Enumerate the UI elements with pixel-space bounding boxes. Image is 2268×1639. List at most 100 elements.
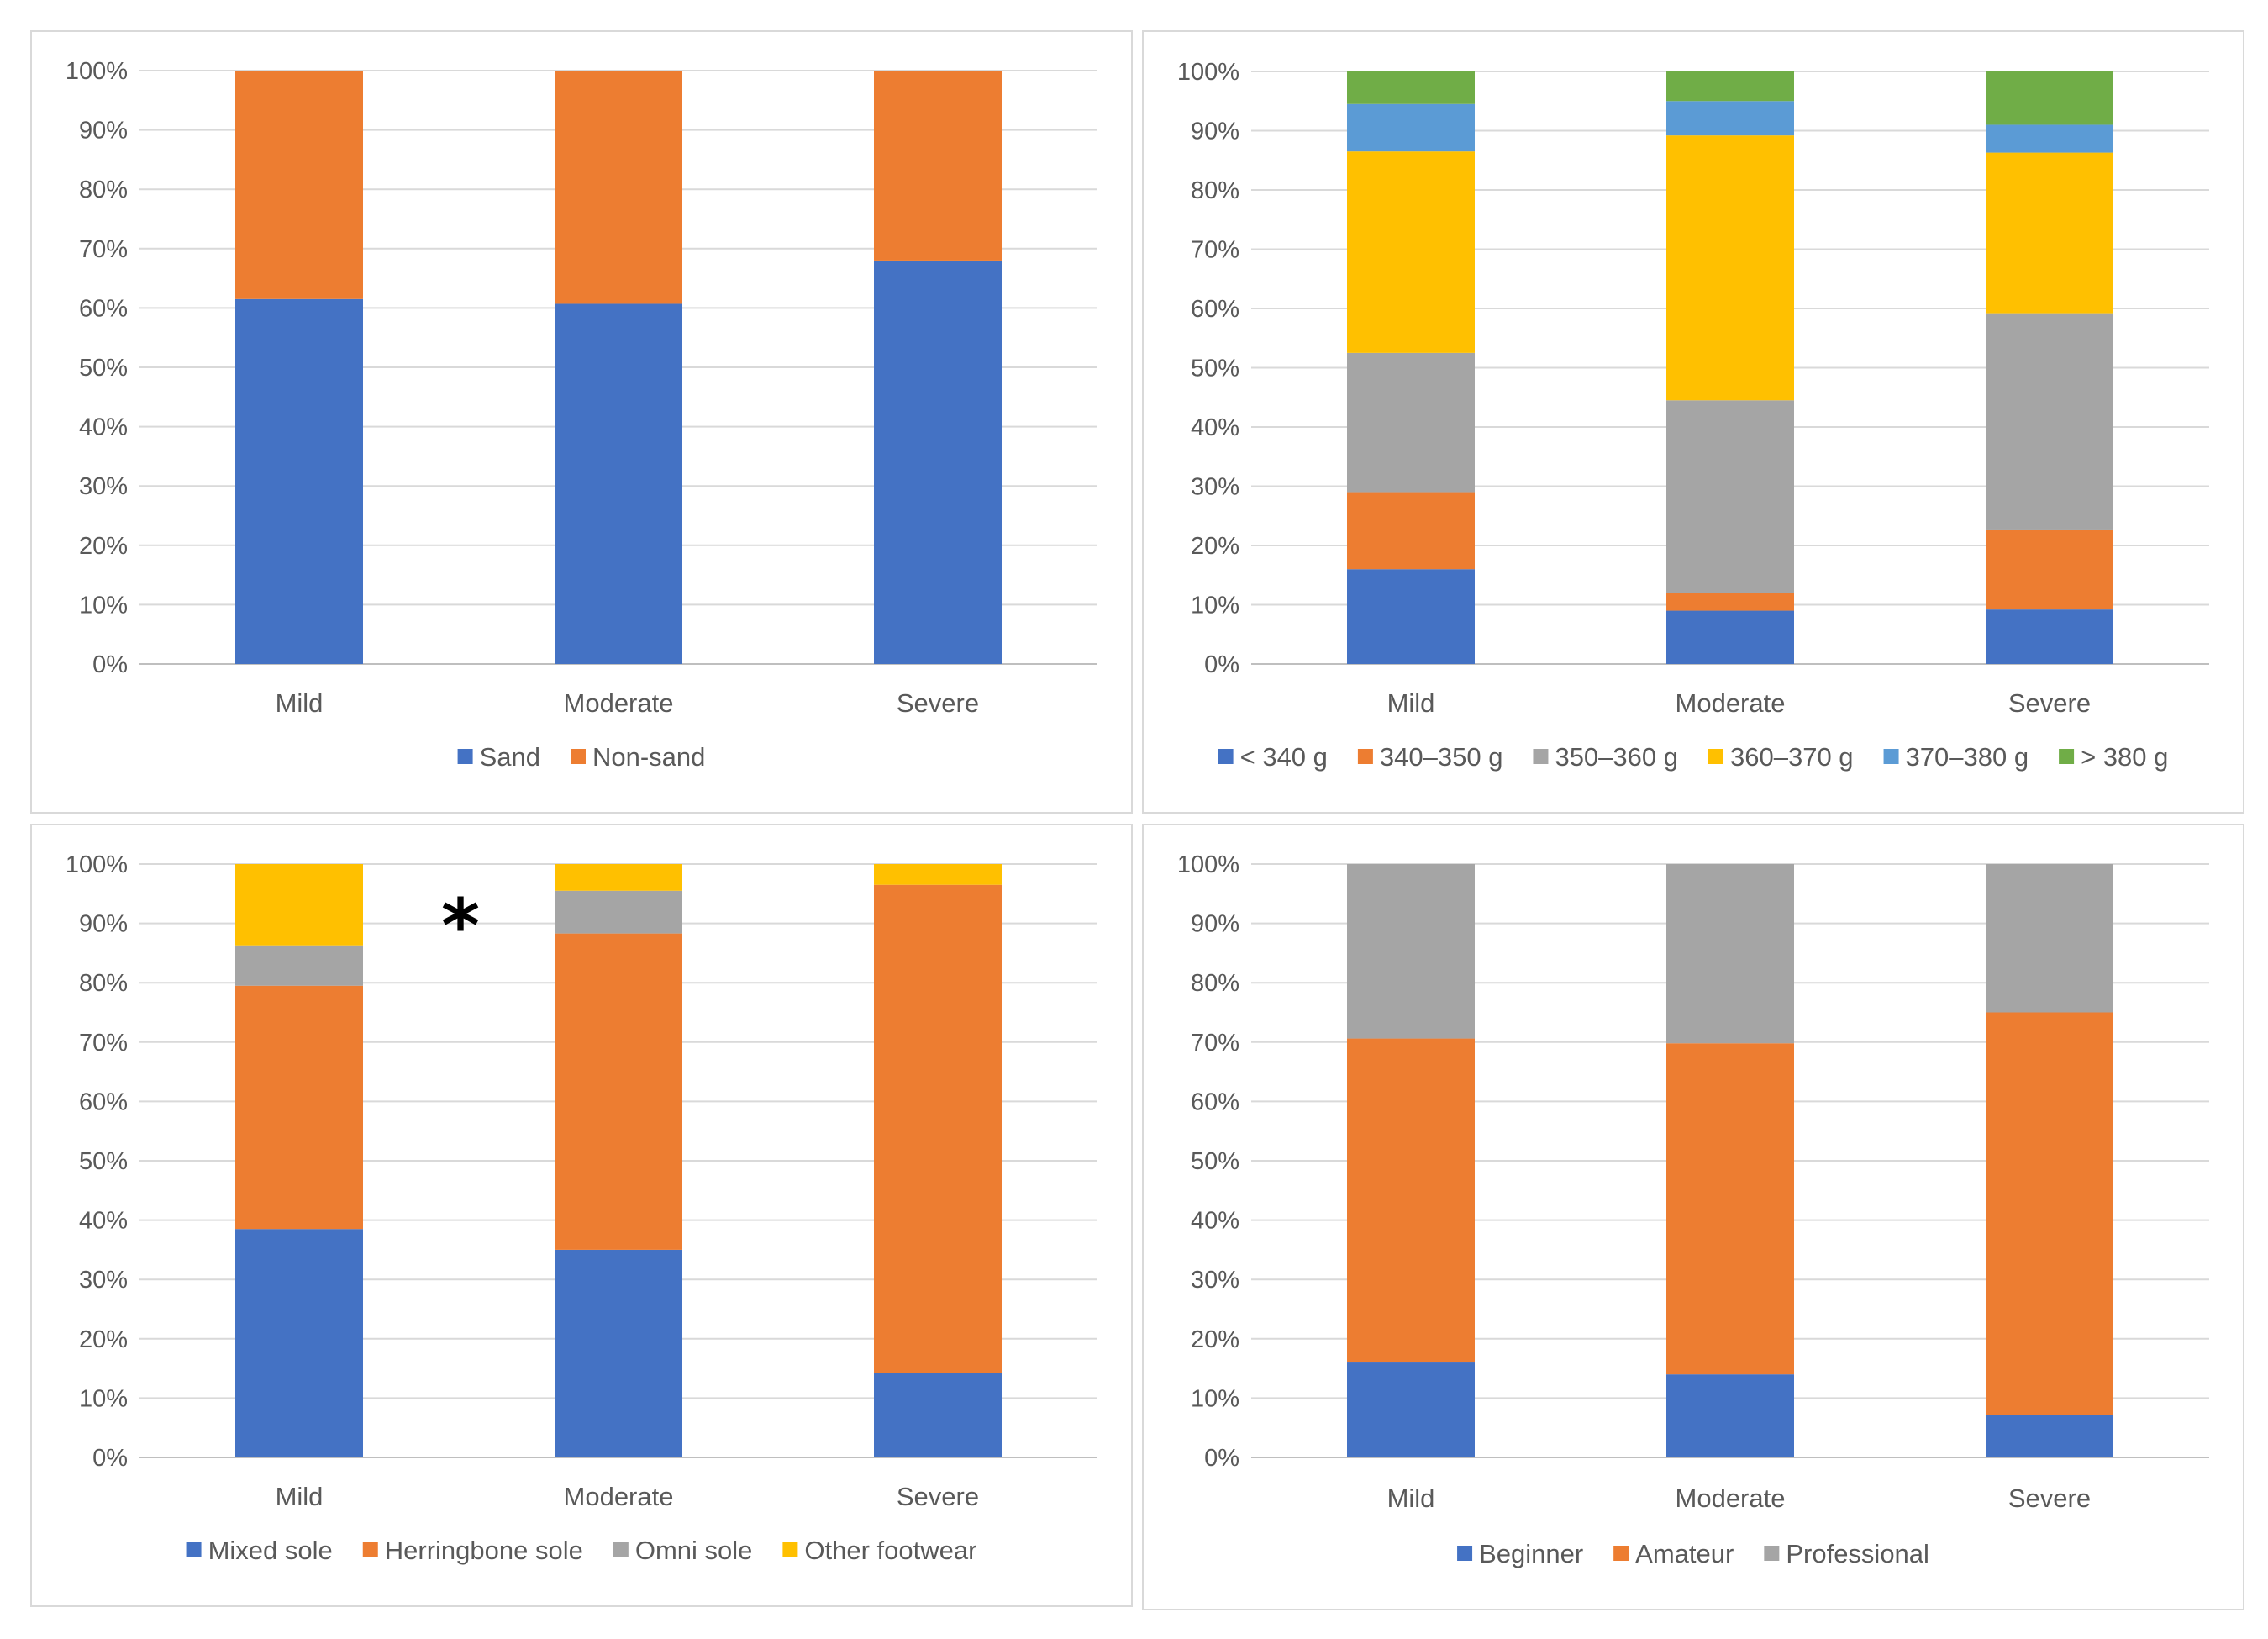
legend-swatch bbox=[1218, 749, 1234, 764]
bar-beginner-mild bbox=[1347, 1362, 1475, 1457]
bar-340-350-g-mild bbox=[1347, 492, 1475, 570]
legend-label: Herringbone sole bbox=[385, 1536, 583, 1565]
legend-label: Mixed sole bbox=[208, 1536, 333, 1565]
legend-item-360-370-g: 360–370 g bbox=[1708, 742, 1854, 772]
bar-350-360-g-moderate bbox=[1666, 400, 1794, 593]
bar-340-350-g-severe bbox=[1986, 529, 2113, 610]
legend-label: Beginner bbox=[1479, 1539, 1583, 1568]
y-tick-label: 100% bbox=[1177, 851, 1239, 878]
legend-label: 360–370 g bbox=[1730, 742, 1854, 772]
bar-herringbone-sole-moderate bbox=[555, 933, 682, 1250]
y-tick-label: 20% bbox=[1191, 533, 1239, 560]
legend-item-sand: Sand bbox=[457, 742, 540, 772]
bar-amateur-mild bbox=[1347, 1038, 1475, 1363]
legend-item-mixed-sole: Mixed sole bbox=[186, 1536, 333, 1565]
bar-360-370-g-moderate bbox=[1666, 135, 1794, 401]
y-tick-label: 100% bbox=[66, 58, 128, 85]
y-tick-label: 40% bbox=[1191, 414, 1239, 441]
legend-swatch bbox=[1883, 749, 1899, 764]
legend-item-370-380-g: 370–380 g bbox=[1883, 742, 2029, 772]
y-tick-label: 80% bbox=[79, 970, 128, 997]
legend-item-lt-340-g: < 340 g bbox=[1218, 742, 1328, 772]
x-tick-label-moderate: Moderate bbox=[564, 1482, 674, 1511]
legend-label: 350–360 g bbox=[1555, 742, 1678, 772]
x-tick-label-severe: Severe bbox=[2008, 1484, 2091, 1513]
legend: Sand Non-sand bbox=[457, 742, 705, 772]
legend-swatch bbox=[362, 1542, 378, 1557]
bar-omni-sole-mild bbox=[235, 945, 363, 986]
y-tick-label: 70% bbox=[79, 1030, 128, 1057]
y-tick-label: 20% bbox=[79, 1326, 128, 1353]
y-tick-label: 70% bbox=[1191, 1030, 1239, 1057]
y-tick-label: 90% bbox=[79, 118, 128, 145]
legend-label: Omni sole bbox=[635, 1536, 753, 1565]
bar-other-footwear-severe bbox=[874, 864, 1002, 885]
bar-340-350-g-moderate bbox=[1666, 593, 1794, 611]
bar-mixed-sole-severe bbox=[874, 1373, 1002, 1457]
legend-item-other-footwear: Other footwear bbox=[782, 1536, 976, 1565]
bar-370-380-g-moderate bbox=[1666, 101, 1794, 136]
legend-swatch bbox=[1613, 1546, 1629, 1561]
skill-level-stacked-bar-chart: 0% 10% 20% 30% 40% 50% 60% 70% 80% 90% 100% Mild Mod… bbox=[1177, 851, 2209, 1568]
legend-item-herringbone-sole: Herringbone sole bbox=[362, 1536, 583, 1565]
y-tick-label: 20% bbox=[1191, 1326, 1239, 1353]
legend-item-amateur: Amateur bbox=[1613, 1539, 1734, 1568]
y-tick-label: 70% bbox=[79, 236, 128, 263]
ball-weight-stacked-bar-chart: 0% 10% 20% 30% 40% 50% 60% 70% 80% 90% 100% Mild Mod… bbox=[1177, 59, 2209, 772]
legend-label: Non-sand bbox=[592, 742, 705, 772]
legend-swatch bbox=[2059, 749, 2075, 764]
bar-beginner-severe bbox=[1986, 1415, 2113, 1457]
x-tick-label-mild: Mild bbox=[276, 688, 324, 718]
legend-swatch bbox=[1357, 749, 1373, 764]
legend: Beginner Amateur Professional bbox=[1457, 1539, 1929, 1568]
bar-lt-340-g-severe bbox=[1986, 609, 2113, 664]
legend-swatch bbox=[1708, 749, 1723, 764]
y-tick-label: 80% bbox=[1191, 177, 1239, 204]
bar-sand-mild bbox=[235, 298, 363, 664]
legend-label: Amateur bbox=[1635, 1539, 1734, 1568]
y-tick-label: 100% bbox=[1177, 59, 1239, 86]
x-tick-label-mild: Mild bbox=[1387, 688, 1435, 718]
y-tick-label: 20% bbox=[79, 533, 128, 560]
bar-360-370-g-severe bbox=[1986, 152, 2113, 314]
bar-gt-380-g-mild bbox=[1347, 71, 1475, 104]
legend-swatch bbox=[782, 1542, 798, 1557]
legend-item-gt-380-g: > 380 g bbox=[2059, 742, 2168, 772]
bar-other-footwear-mild bbox=[235, 864, 363, 946]
x-tick-label-severe: Severe bbox=[897, 688, 979, 718]
x-tick-label-moderate: Moderate bbox=[564, 688, 674, 718]
legend-label: Sand bbox=[480, 742, 540, 772]
legend-label: Professional bbox=[1786, 1539, 1929, 1568]
legend-label: < 340 g bbox=[1240, 742, 1328, 772]
bar-sand-severe bbox=[874, 260, 1002, 664]
footwear-stacked-bar-chart: 0% 10% 20% 30% 40% 50% 60% 70% 80% 90% 100% Mild Mod… bbox=[66, 851, 1097, 1565]
legend-swatch bbox=[570, 749, 586, 764]
bar-professional-mild bbox=[1347, 864, 1475, 1039]
chart-panel-skill-level: 0% 10% 20% 30% 40% 50% 60% 70% 80% 90% 100% Mild Mod… bbox=[1142, 824, 2244, 1610]
chart-panel-surface: 0% 10% 20% 30% 40% 50% 60% 70% 80% 90% 100% Mild Mod… bbox=[30, 30, 1133, 814]
legend-item-non-sand: Non-sand bbox=[570, 742, 705, 772]
y-tick-label: 60% bbox=[79, 295, 128, 322]
legend-swatch bbox=[457, 749, 473, 764]
bar-lt-340-g-mild bbox=[1347, 569, 1475, 664]
bar-herringbone-sole-mild bbox=[235, 985, 363, 1230]
x-tick-label-mild: Mild bbox=[1387, 1484, 1435, 1513]
bar-professional-severe bbox=[1986, 864, 2113, 1013]
y-tick-label: 0% bbox=[92, 651, 128, 678]
legend-swatch bbox=[1533, 749, 1549, 764]
legend-label: > 380 g bbox=[2081, 742, 2168, 772]
y-tick-label: 90% bbox=[1191, 911, 1239, 938]
legend: Mixed sole Herringbone sole Omni sole Other… bbox=[186, 1536, 976, 1565]
chart-panel-footwear: 0% 10% 20% 30% 40% 50% 60% 70% 80% 90% 100% Mild Mod… bbox=[30, 824, 1133, 1607]
bar-herringbone-sole-severe bbox=[874, 884, 1002, 1373]
bar-lt-340-g-moderate bbox=[1666, 610, 1794, 664]
x-tick-label-moderate: Moderate bbox=[1676, 688, 1786, 718]
legend-label: 340–350 g bbox=[1380, 742, 1503, 772]
legend-swatch bbox=[613, 1542, 629, 1557]
legend-item-omni-sole: Omni sole bbox=[613, 1536, 753, 1565]
x-tick-label-mild: Mild bbox=[276, 1482, 324, 1511]
x-tick-label-moderate: Moderate bbox=[1676, 1484, 1786, 1513]
bar-370-380-g-mild bbox=[1347, 103, 1475, 152]
bar-non-sand-mild bbox=[235, 71, 363, 299]
bar-350-360-g-mild bbox=[1347, 352, 1475, 493]
